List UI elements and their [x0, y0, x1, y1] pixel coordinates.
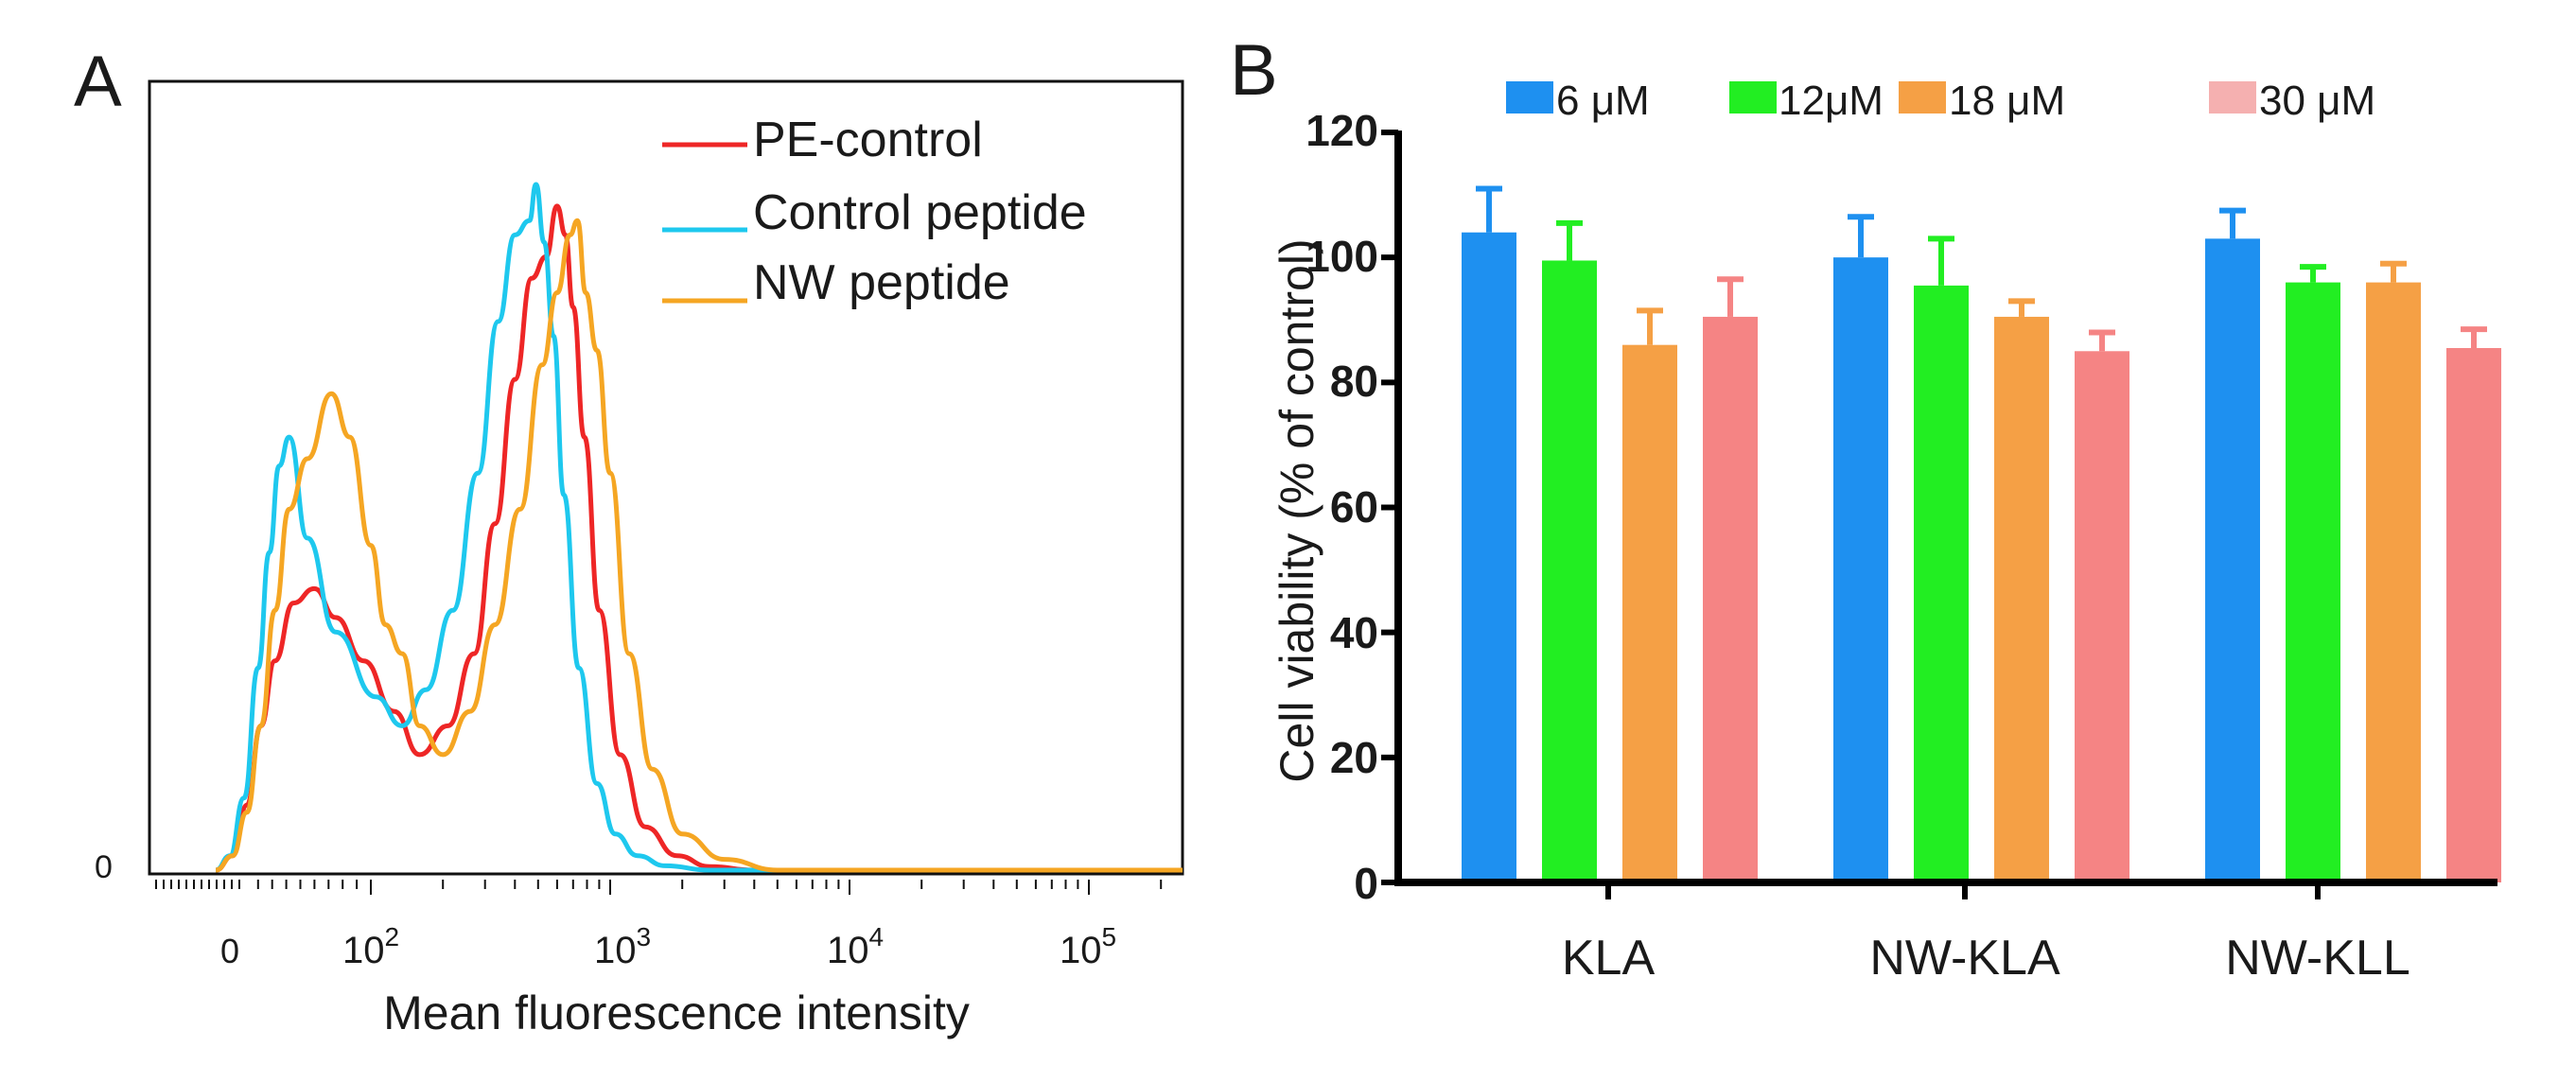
bar-x-category-kla: KLA [1562, 931, 1656, 986]
bar-nw-kll-18m [2366, 282, 2421, 883]
histogram-curve-control-peptide [215, 182, 1183, 873]
panel-b: B 6 μM 12μM 18 μM 30 μM Cell viability (… [1230, 30, 2501, 986]
panel-a-label: A [74, 42, 122, 122]
histogram-curves [215, 182, 1183, 873]
legend-swatch-12um [1729, 81, 1777, 113]
bar-y-tick-80: 80 [1330, 357, 1378, 406]
histogram-curve-nw-peptide [215, 218, 1183, 873]
histogram-x-minor-ticks [155, 880, 1163, 895]
bar-axes [1381, 130, 2497, 899]
bar-y-ticks: 0 20 40 60 80 100 120 [1306, 106, 1378, 908]
bar-legend: 6 μM 12μM 18 μM 30 μM [1506, 78, 2375, 124]
bar-nw-kla-6m [1833, 257, 1888, 883]
panel-a: A 0 0 102 103 104 105 Mean fluorescence … [74, 42, 1184, 1039]
legend-swatch-18um [1899, 81, 1946, 113]
legend-label-12um: 12μM [1779, 78, 1884, 124]
bar-x-category-nw-kla: NW-KLA [1869, 931, 2060, 986]
bar-y-tick-20: 20 [1330, 733, 1378, 782]
histogram-y-tick-label: 0 [95, 849, 113, 885]
bar-nw-kla-18m [1994, 316, 2049, 883]
legend-swatch-6um [1506, 81, 1553, 113]
bar-y-tick-0: 0 [1354, 859, 1378, 908]
bar-nw-kll-30m [2446, 347, 2501, 882]
legend-label-18um: 18 μM [1949, 78, 2065, 124]
legend-swatch-30um [2209, 81, 2256, 113]
histogram-x-axis-label: Mean fluorescence intensity [383, 986, 970, 1039]
bar-y-tick-60: 60 [1330, 482, 1378, 532]
histogram-plot-frame [148, 79, 1184, 876]
bar-kla-18m [1622, 344, 1677, 882]
histogram-legend: PE-control Control peptide NW peptide [662, 113, 1087, 310]
histogram-x-tick-0: 0 [220, 932, 239, 970]
bar-y-tick-100: 100 [1306, 232, 1378, 281]
legend-label-6um: 6 μM [1556, 78, 1650, 124]
bar-kla-30m [1703, 316, 1758, 883]
bar-kla-6m [1462, 232, 1516, 882]
legend-label-nw-peptide: NW peptide [753, 255, 1010, 310]
legend-label-30um: 30 μM [2259, 78, 2375, 124]
bar-nw-kll-12m [2286, 282, 2340, 883]
panel-b-label: B [1230, 30, 1278, 111]
histogram-x-tick-4: 105 [1060, 922, 1116, 971]
bar-marks [1462, 185, 2501, 883]
histogram-curve-pe-control [215, 203, 1183, 873]
histogram-x-tick-3: 104 [827, 922, 884, 971]
bar-kla-12m [1542, 260, 1597, 882]
bar-y-tick-120: 120 [1306, 106, 1378, 155]
bar-nw-kla-12m [1914, 285, 1969, 882]
legend-label-pe-control: PE-control [753, 113, 983, 167]
bar-y-tick-40: 40 [1330, 608, 1378, 657]
bar-y-axis-label: Cell viability (% of control) [1270, 238, 1323, 782]
bar-nw-kla-30m [2075, 351, 2129, 883]
bar-x-category-nw-kll: NW-KLL [2225, 931, 2410, 986]
bar-nw-kll-6m [2205, 238, 2260, 882]
histogram-x-tick-2: 103 [594, 922, 651, 971]
histogram-x-tick-1: 102 [342, 922, 399, 971]
legend-label-control-peptide: Control peptide [753, 185, 1087, 240]
